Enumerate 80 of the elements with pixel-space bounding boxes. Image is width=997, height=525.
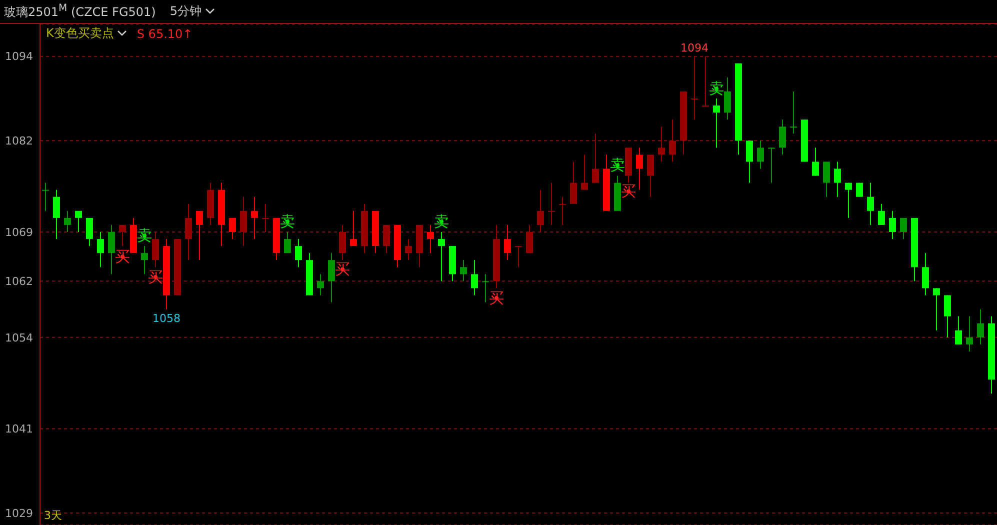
chart-subtitle: 5分钟 — [170, 3, 202, 20]
candlestick — [350, 210, 357, 247]
candlestick — [724, 76, 731, 120]
candlestick — [944, 294, 951, 338]
candlestick — [756, 140, 764, 170]
candlestick — [888, 210, 896, 240]
y-tick-label: 1029 — [5, 506, 33, 520]
candlestick — [52, 189, 60, 240]
candlestick — [954, 316, 962, 345]
chart-title: 玻璃2501$^{M}$ (CZCE FG501) — [4, 2, 156, 20]
candlestick — [690, 56, 698, 120]
y-tick-label: 1041 — [5, 422, 33, 436]
candlestick — [646, 154, 654, 198]
candlestick — [558, 196, 566, 226]
candlestick — [536, 189, 544, 232]
candlestick — [812, 147, 819, 176]
candlestick — [504, 224, 511, 261]
candlestick — [196, 210, 203, 261]
candlestick — [712, 98, 720, 148]
candlestick — [240, 196, 247, 247]
annotation: S 65.10↑ — [136, 26, 193, 40]
candlestick — [514, 246, 522, 268]
candlestick — [790, 90, 797, 134]
candlestick — [64, 210, 71, 232]
candlestick — [382, 224, 390, 254]
candlestick — [976, 308, 984, 345]
candlestick — [426, 224, 434, 254]
candlestick — [900, 217, 907, 240]
candlestick — [140, 246, 148, 275]
candlestick — [294, 238, 302, 268]
candlestick — [668, 119, 676, 162]
candlestick — [580, 154, 588, 190]
candlestick — [118, 224, 126, 247]
candlestick — [152, 231, 159, 268]
candlestick — [42, 182, 49, 212]
candlestick — [460, 260, 467, 282]
candlestick — [328, 252, 335, 303]
candlestick — [878, 203, 885, 226]
candlestick — [316, 274, 324, 296]
candlestick — [778, 119, 786, 156]
candlestick — [284, 231, 291, 254]
candlestick — [548, 182, 555, 226]
candlestick — [844, 182, 852, 218]
candlestick — [482, 274, 489, 303]
y-tick-label: 1082 — [5, 134, 33, 148]
candlestick — [74, 210, 82, 232]
candlestick — [228, 217, 236, 240]
candlestick — [866, 182, 874, 226]
candlestick — [526, 224, 533, 254]
candlestick — [570, 161, 577, 204]
candlestick — [922, 252, 929, 296]
y-tick-label: 1094 — [5, 50, 33, 64]
candlestick — [108, 224, 115, 275]
candlestick — [636, 147, 643, 190]
candlestick — [702, 56, 709, 107]
y-tick-label: 1054 — [5, 331, 33, 344]
annotation: 3天 — [44, 508, 62, 523]
candlestick — [592, 133, 599, 184]
candlestick — [822, 161, 830, 198]
candlestick — [746, 140, 753, 184]
candlestick — [250, 196, 258, 240]
candlestick — [658, 126, 665, 162]
y-tick-label: 1062 — [5, 275, 33, 288]
candlestick — [932, 288, 940, 331]
candlestick — [262, 203, 269, 232]
candlestick — [184, 203, 192, 261]
candlestick — [966, 316, 973, 352]
candlestick — [438, 231, 445, 282]
annotation: K变色买卖点 — [46, 25, 114, 42]
annotation: 1058 — [152, 312, 180, 326]
candlestick — [834, 161, 841, 198]
y-tick-label: 1069 — [5, 226, 33, 239]
candlestick — [768, 147, 775, 184]
candlestick — [86, 217, 93, 247]
candlestick — [856, 182, 863, 198]
candlestick — [404, 238, 412, 261]
annotation: 1094 — [680, 41, 708, 54]
candlestick — [338, 224, 346, 261]
candlestick — [470, 260, 478, 296]
candlestick — [96, 231, 104, 268]
